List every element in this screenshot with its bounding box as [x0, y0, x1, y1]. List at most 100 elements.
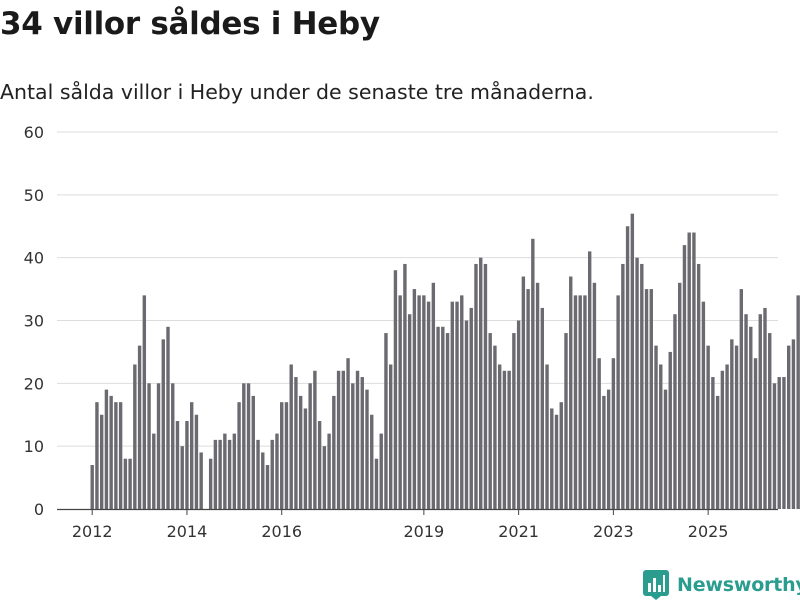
bar — [199, 452, 202, 509]
bar — [493, 346, 496, 509]
bar — [290, 364, 293, 509]
bar — [560, 402, 563, 509]
bar — [759, 314, 762, 509]
bar — [271, 440, 274, 509]
bar — [143, 295, 146, 509]
bar — [441, 327, 444, 509]
bar — [417, 295, 420, 509]
bar — [342, 371, 345, 509]
bar — [730, 339, 733, 509]
bar — [640, 264, 643, 509]
bar — [654, 346, 657, 509]
bar — [228, 440, 231, 509]
bar — [541, 308, 544, 509]
bar — [318, 421, 321, 509]
bar — [285, 402, 288, 509]
bar — [711, 377, 714, 509]
bar — [389, 364, 392, 509]
x-tick-label-2025: 2025 — [688, 522, 729, 541]
bar — [100, 415, 103, 509]
bar — [669, 352, 672, 509]
bar — [725, 364, 728, 509]
bar — [692, 233, 695, 509]
bar — [427, 302, 430, 509]
bar — [678, 283, 681, 509]
bar — [583, 295, 586, 509]
bar — [147, 383, 150, 509]
bar — [209, 459, 212, 509]
bar — [579, 295, 582, 509]
bar — [650, 289, 653, 509]
bar — [124, 459, 127, 509]
bar — [616, 295, 619, 509]
bar — [370, 415, 373, 509]
x-tick-label-2016: 2016 — [261, 522, 302, 541]
bar — [531, 239, 534, 509]
bar — [133, 364, 136, 509]
bar — [261, 452, 264, 509]
bar — [128, 459, 131, 509]
bar — [384, 333, 387, 509]
bar — [436, 327, 439, 509]
bar — [114, 402, 117, 509]
bar — [768, 333, 771, 509]
bar — [574, 295, 577, 509]
bar — [522, 277, 525, 509]
bar — [351, 383, 354, 509]
bar — [365, 390, 368, 509]
bar — [721, 371, 724, 509]
bar — [403, 264, 406, 509]
bar — [612, 358, 615, 509]
bar — [635, 258, 638, 509]
bar — [181, 446, 184, 509]
x-tick-label-2014: 2014 — [167, 522, 208, 541]
bar — [214, 440, 217, 509]
x-tick-label-2023: 2023 — [593, 522, 634, 541]
bar — [526, 289, 529, 509]
bar — [91, 465, 94, 509]
bar — [460, 295, 463, 509]
bar — [266, 465, 269, 509]
y-tick-label-60: 60 — [24, 123, 44, 142]
bar — [252, 396, 255, 509]
bar — [749, 327, 752, 509]
bar — [465, 321, 468, 510]
bar — [787, 346, 790, 509]
bar — [332, 396, 335, 509]
bar — [602, 396, 605, 509]
bar — [626, 226, 629, 509]
bar — [218, 440, 221, 509]
bar — [740, 289, 743, 509]
bar — [119, 402, 122, 509]
bar — [569, 277, 572, 509]
bar — [233, 434, 236, 509]
bar — [792, 339, 795, 509]
bar — [356, 371, 359, 509]
y-tick-label-50: 50 — [24, 186, 44, 205]
bar — [394, 270, 397, 509]
bar — [162, 339, 165, 509]
bar — [631, 214, 634, 509]
y-tick-label-40: 40 — [24, 249, 44, 268]
bar — [275, 434, 278, 509]
newsworthy-logo[interactable]: Newsworthy — [643, 569, 800, 601]
bar — [796, 295, 799, 509]
bar — [327, 434, 330, 509]
bar — [773, 383, 776, 509]
bar — [597, 358, 600, 509]
bar — [716, 396, 719, 509]
bar — [555, 415, 558, 509]
bar — [735, 346, 738, 509]
bar — [593, 283, 596, 509]
bar — [176, 421, 179, 509]
newsworthy-logo-text: Newsworthy — [677, 574, 800, 596]
bar — [621, 264, 624, 509]
x-tick-label-2012: 2012 — [72, 522, 113, 541]
bar — [507, 371, 510, 509]
bar — [105, 390, 108, 509]
bar — [247, 383, 250, 509]
bar — [375, 459, 378, 509]
bar — [138, 346, 141, 509]
